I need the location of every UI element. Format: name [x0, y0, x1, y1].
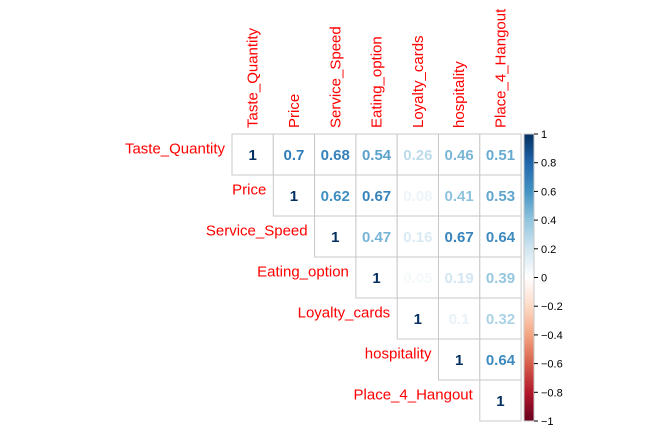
cell-value-label: 0.62 — [321, 188, 350, 205]
color-legend-tick-label: 0.2 — [541, 244, 556, 256]
matrix-cell — [231, 133, 274, 176]
cell-value-label: 0.16 — [403, 229, 432, 246]
row-label: Price — [232, 182, 266, 199]
column-label: Service_Speed — [327, 26, 344, 128]
matrix-cell — [272, 174, 316, 217]
row-label: hospitality — [365, 346, 432, 363]
row-labels: Taste_Quantity Price Service_Speed Eating_o… — [125, 141, 474, 404]
matrix-cell — [479, 174, 522, 217]
color-legend-tick-label: −1 — [541, 416, 554, 428]
row-label: Eating_option — [257, 264, 349, 281]
cell-value-label: 0.67 — [445, 229, 474, 246]
matrix-cell — [396, 297, 440, 340]
color-legend-tick-label: −0.2 — [541, 301, 563, 313]
matrix-cell — [314, 133, 357, 176]
column-label: hospitality — [451, 61, 468, 128]
matrix-cell — [438, 297, 481, 340]
cell-value-label: 0.39 — [486, 270, 515, 287]
cell-value-label: 1 — [372, 270, 380, 287]
cell-value-label: 0.32 — [486, 311, 515, 328]
column-label: Taste_Quantity — [245, 27, 262, 128]
color-legend-tick-label: 0.6 — [541, 186, 556, 198]
row-label: Place_4_Hangout — [354, 387, 474, 404]
column-label: Place_4_Hangout — [492, 8, 509, 128]
cell-value-label: 0.19 — [445, 270, 474, 287]
cell-value-label: 1 — [331, 229, 339, 246]
color-legend-tick-label: 1 — [541, 129, 547, 141]
cell-value-label: 0.46 — [445, 147, 474, 164]
cell-value-label: 0.08 — [403, 188, 432, 205]
cell-value-label: 1 — [496, 393, 504, 410]
cell-value-label: 1 — [414, 311, 422, 328]
column-label: Eating_option — [369, 36, 386, 128]
cell-value-label: 0.68 — [321, 147, 350, 164]
cell-value-label: 0.7 — [284, 147, 305, 164]
color-legend-tick-label: 0 — [541, 273, 547, 285]
matrix-cell — [479, 379, 522, 422]
matrix-cell — [438, 338, 481, 381]
matrix-cell — [479, 297, 522, 340]
cell-value-label: 0.51 — [486, 147, 515, 164]
color-legend-tick-label: 0.8 — [541, 158, 556, 170]
matrix-cell — [396, 174, 440, 217]
column-label: Loyalty_cards — [410, 35, 427, 128]
row-label: Service_Speed — [206, 223, 308, 240]
matrix-cell — [479, 338, 522, 381]
cell-value-label: 0.47 — [362, 229, 391, 246]
cell-value-label: 0.67 — [362, 188, 391, 205]
matrix-cell — [396, 256, 440, 299]
color-legend-tick-label: 0.4 — [541, 215, 556, 227]
color-legend-tick-label: −0.4 — [541, 330, 563, 342]
matrix-cell — [438, 133, 481, 176]
cell-value-label: 0.05 — [403, 270, 432, 287]
color-legend-tick-label: −0.6 — [541, 359, 563, 371]
cell-value-label: 0.64 — [486, 352, 516, 369]
color-legend-tick-label: −0.8 — [541, 387, 563, 399]
column-label: Price — [286, 94, 303, 128]
matrix-cells: 1 0.7 0.68 0.54 0.26 0.46 0.51 1 0.62 0.67 0.08 0.4… — [231, 133, 522, 422]
cell-value-label: 0.1 — [449, 311, 470, 328]
matrix-cell — [314, 215, 357, 258]
color-legend-bar — [523, 133, 535, 422]
matrix-cell — [396, 215, 440, 258]
matrix-cell — [355, 174, 398, 217]
cell-value-label: 0.64 — [486, 229, 516, 246]
cell-value-label: 0.54 — [362, 147, 392, 164]
matrix-cell — [314, 174, 357, 217]
row-label: Loyalty_cards — [298, 305, 391, 322]
cell-value-label: 1 — [248, 147, 256, 164]
matrix-cell — [438, 256, 481, 299]
matrix-cell — [438, 174, 481, 217]
matrix-cell — [355, 256, 398, 299]
cell-value-label: 0.26 — [403, 147, 432, 164]
cell-value-label: 0.53 — [486, 188, 515, 205]
row-label: Taste_Quantity — [125, 141, 226, 158]
cell-value-label: 1 — [455, 352, 463, 369]
matrix-cell — [272, 133, 316, 176]
color-legend: 1 0.8 0.6 0.4 0.2 0 −0.2 −0.4 −0.6 −0.8 −1 — [523, 129, 563, 428]
cell-value-label: 0.41 — [445, 188, 474, 205]
column-labels: Taste_Quantity Price Service_Speed Eating_o… — [245, 8, 510, 128]
cell-value-label: 1 — [290, 188, 298, 205]
matrix-cell — [479, 256, 522, 299]
